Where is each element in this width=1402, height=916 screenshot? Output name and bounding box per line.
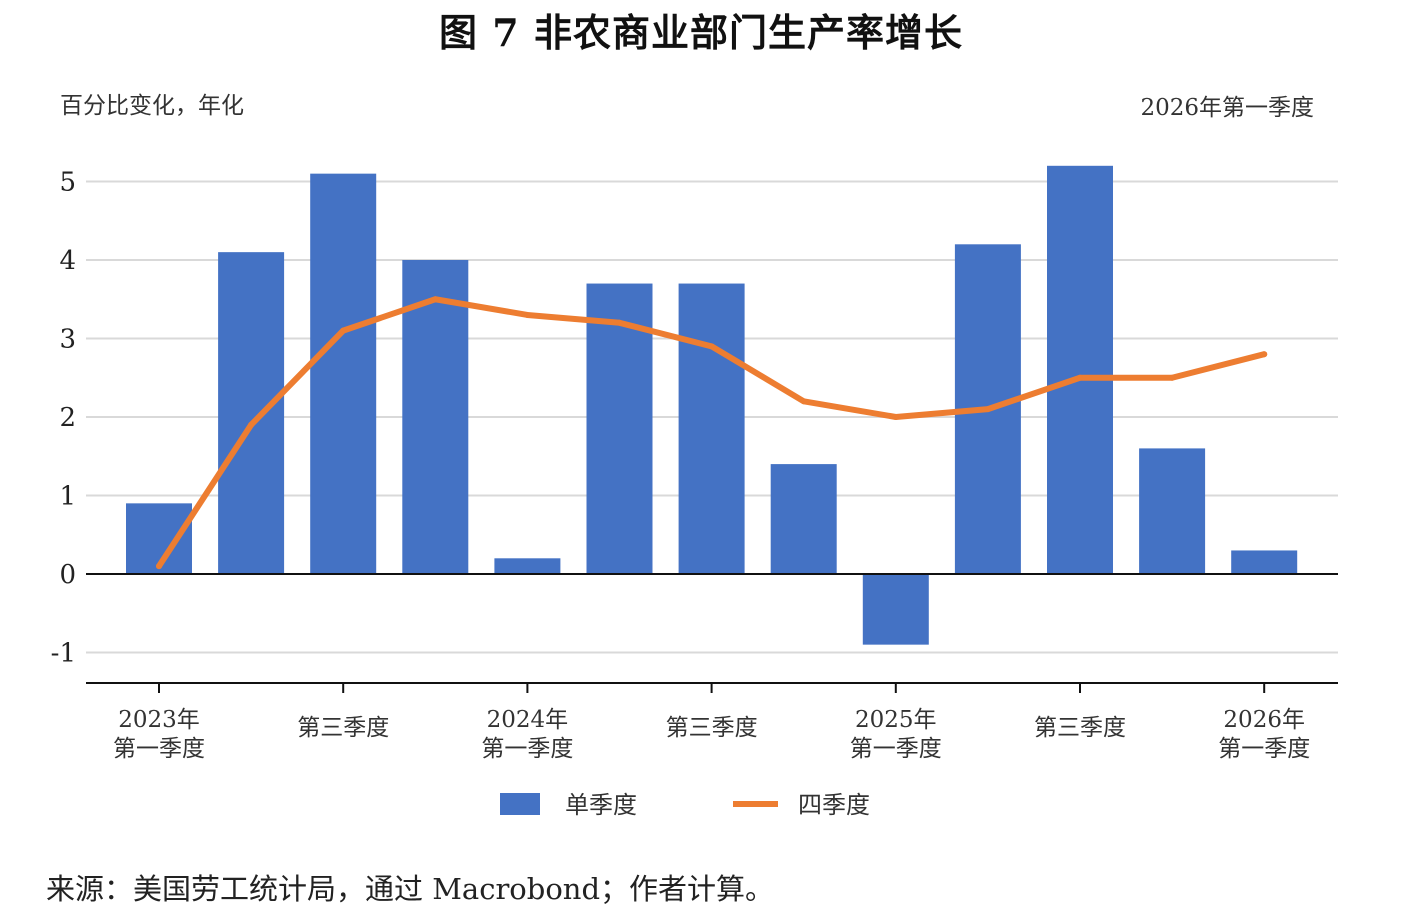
line-point bbox=[984, 406, 991, 413]
x-tick-label-line: 第一季度 bbox=[850, 736, 942, 762]
x-tick-label-line: 2026年 bbox=[1223, 707, 1305, 733]
line-point bbox=[892, 414, 899, 420]
bar bbox=[770, 464, 837, 574]
line-point bbox=[1169, 374, 1176, 381]
line-point bbox=[616, 319, 623, 326]
x-tick-label: 2025年第一季度 bbox=[850, 707, 942, 762]
bar bbox=[1231, 550, 1298, 574]
line-series bbox=[156, 296, 1268, 570]
line-point bbox=[340, 327, 347, 334]
bar bbox=[1139, 448, 1206, 574]
bar bbox=[586, 283, 653, 574]
x-tick-label-line: 第一季度 bbox=[481, 736, 573, 762]
x-tick-label: 第三季度 bbox=[666, 715, 758, 741]
bar bbox=[310, 173, 377, 574]
bar bbox=[678, 283, 745, 574]
line-point bbox=[432, 296, 439, 303]
bar bbox=[402, 260, 469, 574]
x-tick-label-line: 第三季度 bbox=[1034, 715, 1126, 741]
bar bbox=[494, 558, 561, 574]
x-tick-label-line: 第三季度 bbox=[297, 715, 389, 741]
line-point bbox=[248, 421, 255, 428]
line-point bbox=[1261, 351, 1268, 358]
bar bbox=[218, 252, 285, 574]
x-tick-label-line: 第一季度 bbox=[113, 736, 205, 762]
line-point bbox=[800, 398, 807, 405]
x-tick-label: 第三季度 bbox=[1034, 715, 1126, 741]
y-tick-label: 0 bbox=[59, 560, 76, 590]
line-point bbox=[156, 563, 162, 570]
bar bbox=[1047, 165, 1113, 575]
y-tick-label: 2 bbox=[59, 403, 76, 433]
x-tick-label: 2023年第一季度 bbox=[113, 707, 205, 762]
legend: 单季度 四季度 bbox=[500, 791, 870, 819]
legend-label-line: 四季度 bbox=[798, 791, 870, 819]
legend-swatch-bar bbox=[500, 793, 540, 815]
x-tick-label: 2026年第一季度 bbox=[1218, 707, 1310, 762]
bar-series bbox=[126, 165, 1298, 645]
y-tick-label: 1 bbox=[59, 482, 76, 512]
line-point bbox=[1077, 374, 1083, 381]
line-point bbox=[524, 311, 531, 318]
y-tick-label: 3 bbox=[59, 325, 76, 355]
y-tick-label: 4 bbox=[59, 246, 76, 276]
y-axis-unit-label: 百分比变化，年化 bbox=[60, 93, 244, 119]
x-tick-label: 2024年第一季度 bbox=[481, 707, 573, 762]
axes bbox=[86, 573, 1338, 693]
line-point bbox=[708, 343, 715, 350]
x-tick-label-line: 第一季度 bbox=[1218, 736, 1310, 762]
chart-title: 图 7 非农商业部门生产率增长 bbox=[439, 10, 963, 55]
x-tick-label-line: 第三季度 bbox=[666, 715, 758, 741]
legend-label-bar: 单季度 bbox=[565, 791, 637, 819]
x-tick-label-line: 2025年 bbox=[855, 707, 937, 733]
period-label: 2026年第一季度 bbox=[1140, 95, 1314, 121]
y-tick-label: -1 bbox=[51, 639, 76, 669]
y-tick-label: 5 bbox=[59, 168, 76, 198]
x-tick-label-line: 2023年 bbox=[118, 707, 200, 733]
x-tick-label-line: 2024年 bbox=[487, 707, 569, 733]
x-tick-label: 第三季度 bbox=[297, 715, 389, 741]
bar bbox=[862, 574, 929, 645]
source-note: 来源：美国劳工统计局，通过 Macrobond；作者计算。 bbox=[46, 872, 775, 906]
